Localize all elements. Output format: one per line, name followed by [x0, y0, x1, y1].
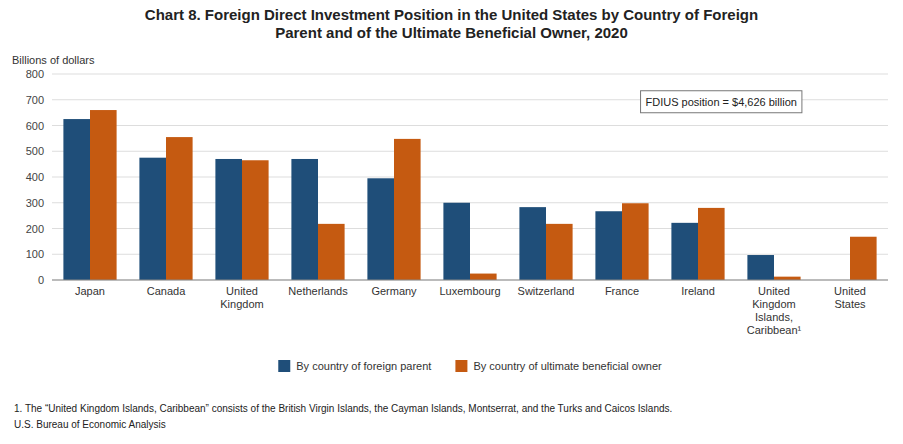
y-tick-label: 500	[26, 145, 44, 157]
chart: Chart 8. Foreign Direct Investment Posit…	[0, 0, 903, 444]
x-tick-label: France	[605, 285, 639, 297]
x-tick-label: UnitedKingdomIslands,Caribbean¹	[747, 285, 802, 336]
bar	[367, 178, 394, 280]
bar	[318, 224, 345, 280]
legend-swatch	[455, 360, 467, 372]
x-tick-label: Netherlands	[288, 285, 348, 297]
y-tick-label: 400	[26, 171, 44, 183]
y-tick-label: 300	[26, 197, 44, 209]
x-tick-label: Canada	[147, 285, 186, 297]
legend-item: By country of foreign parent	[278, 360, 431, 372]
x-tick-label: Switzerland	[518, 285, 575, 297]
legend-item: By country of ultimate beneficial owner	[455, 360, 662, 372]
legend-label: By country of foreign parent	[296, 360, 431, 372]
bar	[671, 223, 698, 280]
x-tick-label: Japan	[75, 285, 105, 297]
bar	[519, 207, 546, 280]
x-axis-line	[52, 280, 888, 281]
grid-line	[52, 280, 888, 281]
annotation-text: FDIUS position = $4,626 billion	[646, 96, 797, 108]
y-tick-label: 700	[26, 94, 44, 106]
grid	[52, 74, 888, 280]
bar	[63, 119, 90, 280]
x-tick-label: Ireland	[681, 285, 715, 297]
bar	[774, 277, 801, 280]
bar	[622, 203, 649, 280]
bar	[394, 139, 421, 280]
legend: By country of foreign parent By country o…	[278, 360, 662, 372]
bar	[443, 203, 470, 280]
legend-swatch	[278, 360, 290, 372]
y-tick-label: 100	[26, 248, 44, 260]
bar	[215, 159, 242, 280]
y-axis-label: Billions of dollars	[12, 54, 95, 66]
x-tick-label: UnitedKingdom	[220, 285, 263, 310]
bar	[139, 158, 166, 280]
bar	[242, 160, 269, 280]
x-tick-label: UnitedStates	[834, 285, 866, 310]
y-tick-label: 200	[26, 223, 44, 235]
x-tick-label: Luxembourg	[439, 285, 500, 297]
bars	[63, 110, 876, 280]
y-tick-label: 0	[38, 274, 44, 286]
x-tick-label: Germany	[371, 285, 417, 297]
grid-line	[52, 125, 888, 126]
y-tick-label: 800	[26, 68, 44, 80]
bar	[747, 255, 774, 280]
title: Chart 8. Foreign Direct Investment Posit…	[145, 6, 758, 41]
bar	[850, 237, 877, 280]
bar	[291, 159, 318, 280]
bar	[595, 211, 622, 280]
annotation: FDIUS position = $4,626 billion	[641, 91, 802, 113]
bar	[546, 224, 573, 280]
bar	[90, 110, 117, 280]
grid-line	[52, 74, 888, 75]
bar	[166, 137, 193, 280]
y-tick-label: 600	[26, 120, 44, 132]
bar	[470, 274, 497, 280]
footnote: 1. The “United Kingdom Islands, Caribbea…	[14, 403, 672, 414]
footnote: U.S. Bureau of Economic Analysis	[14, 419, 166, 430]
legend-label: By country of ultimate beneficial owner	[473, 360, 662, 372]
bar	[698, 208, 725, 280]
annotation-box	[641, 91, 802, 113]
